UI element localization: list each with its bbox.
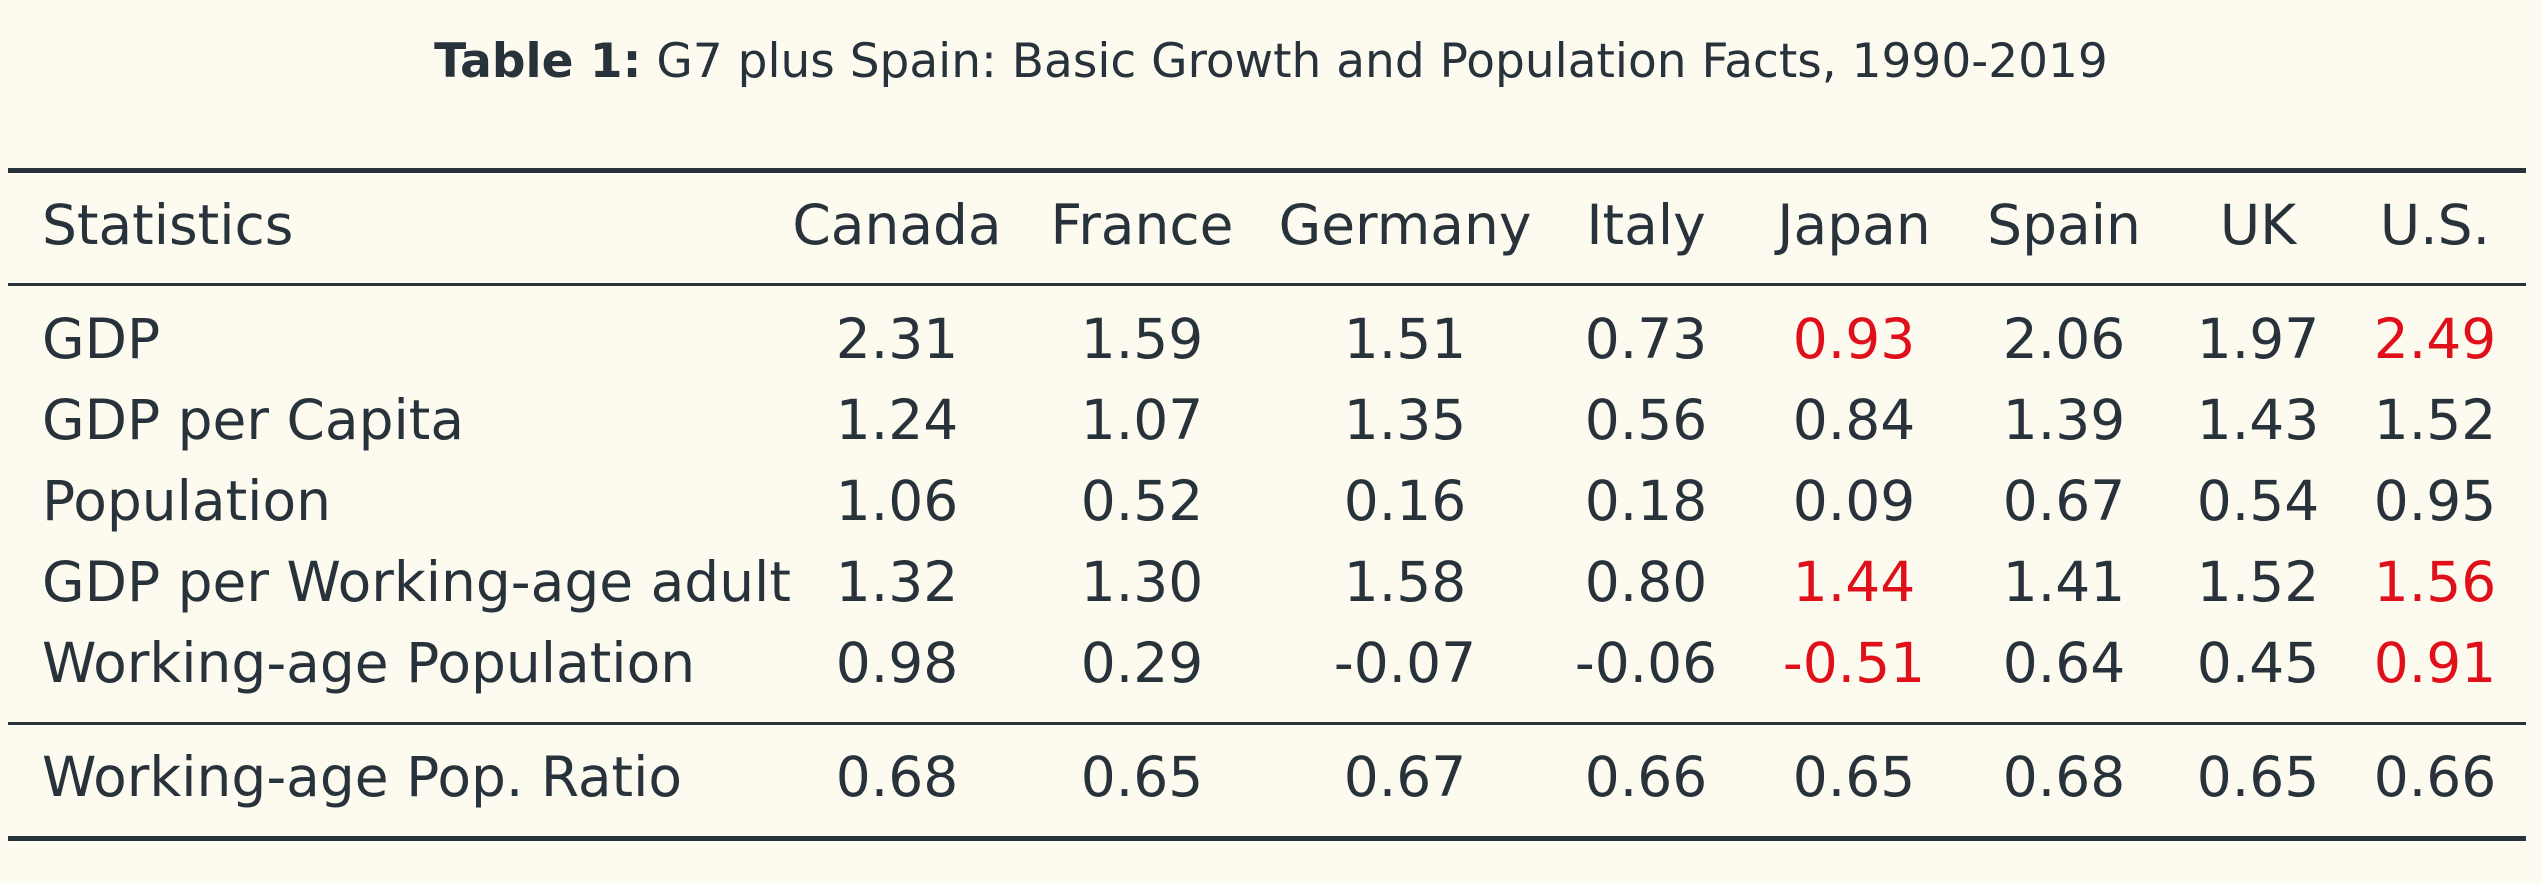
table-cell: 1.35 (1343, 388, 1467, 452)
table-cell: 0.45 (2196, 631, 2320, 695)
table-cell: -0.06 (1574, 631, 1718, 695)
table-cell: 1.32 (835, 550, 959, 614)
row-label-working-age-population: Working-age Population (42, 631, 696, 695)
table-cell: 1.39 (2002, 388, 2126, 452)
table-cell: 0.68 (835, 745, 959, 809)
table-cell: 1.24 (835, 388, 959, 452)
table-cell: 0.65 (1792, 745, 1916, 809)
header-cell-uk: UK (2219, 193, 2297, 257)
header-rule (8, 283, 2526, 286)
table-cell: 2.49 (2373, 307, 2497, 371)
table-cell: 2.31 (835, 307, 959, 371)
table-cell: 0.52 (1080, 469, 1204, 533)
table-cell: 0.65 (2196, 745, 2320, 809)
bottom-rule (8, 836, 2526, 841)
row-label-working-age-pop-ratio: Working-age Pop. Ratio (42, 745, 683, 809)
table-cell: 0.66 (2373, 745, 2497, 809)
top-rule (8, 168, 2526, 173)
header-cell-japan: Japan (1777, 193, 1931, 257)
row-label-population: Population (42, 469, 331, 533)
table-caption: Table 1: G7 plus Spain: Basic Growth and… (0, 34, 2542, 89)
table-cell: 0.68 (2002, 745, 2126, 809)
table-cell: 1.41 (2002, 550, 2126, 614)
header-cell-canada: Canada (792, 193, 1002, 257)
header-cell-u-s: U.S. (2379, 193, 2491, 257)
table-cell: 1.06 (835, 469, 959, 533)
table-cell: 1.52 (2196, 550, 2320, 614)
header-cell-italy: Italy (1586, 193, 1706, 257)
table-cell: 1.56 (2373, 550, 2497, 614)
footer-rule (8, 722, 2526, 725)
table-cell: 0.64 (2002, 631, 2126, 695)
table-cell: 0.09 (1792, 469, 1916, 533)
table-cell: 0.73 (1584, 307, 1708, 371)
table-cell: 0.18 (1584, 469, 1708, 533)
table-cell: 0.98 (835, 631, 959, 695)
table-cell: 0.84 (1792, 388, 1916, 452)
caption-text: G7 plus Spain: Basic Growth and Populati… (656, 34, 2108, 89)
table-cell: 0.29 (1080, 631, 1204, 695)
table-cell: 1.59 (1080, 307, 1204, 371)
caption-label: Table 1: (434, 34, 642, 89)
table-cell: 1.30 (1080, 550, 1204, 614)
table-cell: 0.16 (1343, 469, 1467, 533)
table-cell: 0.80 (1584, 550, 1708, 614)
row-label-gdp: GDP (42, 307, 161, 371)
header-cell-statistics: Statistics (42, 193, 294, 257)
table-cell: 1.52 (2373, 388, 2497, 452)
row-label-gdp-per-working-age-adult: GDP per Working-age adult (42, 550, 791, 614)
header-cell-france: France (1050, 193, 1234, 257)
header-cell-spain: Spain (1987, 193, 2141, 257)
table-cell: -0.51 (1782, 631, 1926, 695)
table-cell: 0.67 (1343, 745, 1467, 809)
table-cell: 1.43 (2196, 388, 2320, 452)
table-cell: 0.67 (2002, 469, 2126, 533)
table-cell: 0.93 (1792, 307, 1916, 371)
table-cell: 1.51 (1343, 307, 1467, 371)
table-cell: 0.65 (1080, 745, 1204, 809)
table-cell: 1.07 (1080, 388, 1204, 452)
table-cell: 0.95 (2373, 469, 2497, 533)
table-cell: 1.44 (1792, 550, 1916, 614)
row-label-gdp-per-capita: GDP per Capita (42, 388, 465, 452)
table-cell: 1.58 (1343, 550, 1467, 614)
table-cell: -0.07 (1333, 631, 1477, 695)
table-cell: 2.06 (2002, 307, 2126, 371)
table-cell: 0.91 (2373, 631, 2497, 695)
table-cell: 0.54 (2196, 469, 2320, 533)
table-cell: 0.56 (1584, 388, 1708, 452)
table-cell: 0.66 (1584, 745, 1708, 809)
table-cell: 1.97 (2196, 307, 2320, 371)
header-cell-germany: Germany (1278, 193, 1532, 257)
